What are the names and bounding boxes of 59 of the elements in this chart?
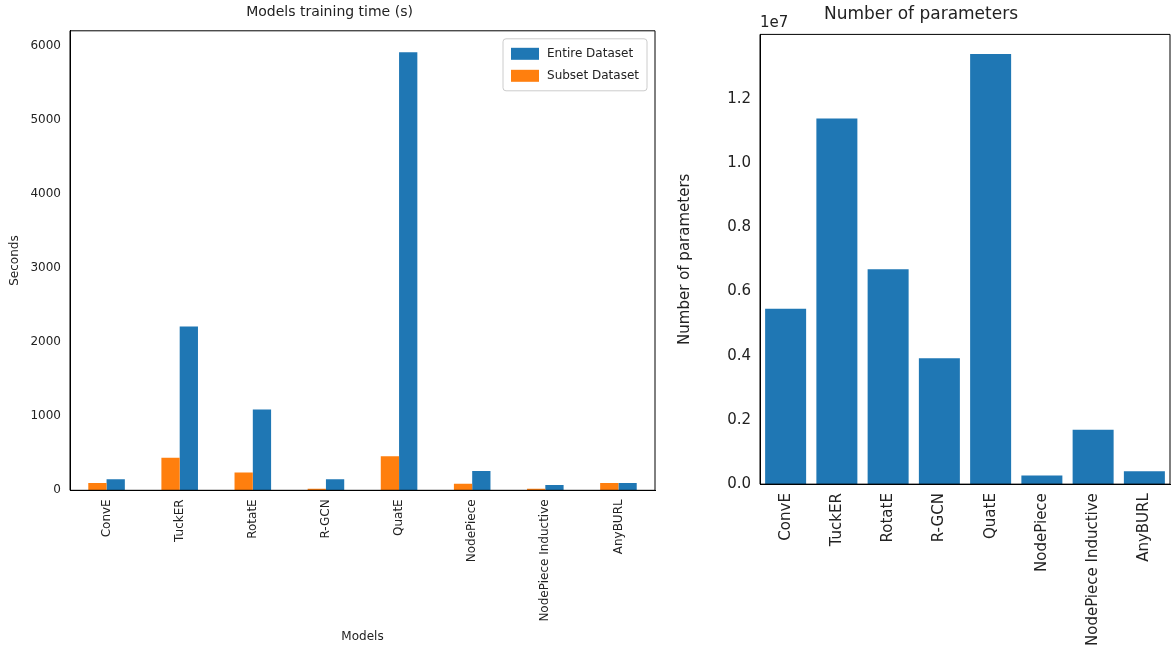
bar <box>618 482 637 491</box>
x-tick-label: QuatE <box>391 499 406 537</box>
bar <box>867 269 909 485</box>
x-tick-label: RotatE <box>878 493 897 543</box>
bar <box>600 482 619 491</box>
x-tick-label: NodePiece Inductive <box>1083 493 1102 647</box>
bar <box>816 118 858 485</box>
x-tick-label: R-GCN <box>318 499 333 539</box>
bar <box>970 54 1012 485</box>
y-tick-label: 0.4 <box>727 345 751 364</box>
bar <box>765 308 807 485</box>
legend-label: Subset Dataset <box>547 67 640 82</box>
bar <box>161 457 180 491</box>
x-tick-label: QuatE <box>980 493 999 540</box>
x-tick-label: TuckER <box>171 499 186 543</box>
y-tick-label: 6000 <box>30 37 61 52</box>
bar <box>179 326 198 491</box>
bar <box>399 52 418 491</box>
bar <box>380 456 400 491</box>
text: 1e7 <box>760 12 789 31</box>
bar <box>1021 475 1063 485</box>
chart-title: Number of parameters <box>823 2 1019 23</box>
x-tick-label: ConvE <box>98 499 113 538</box>
bar <box>472 471 491 491</box>
y-axis-title: Seconds <box>7 235 22 286</box>
x-tick-label: RotatE <box>244 499 259 539</box>
y-tick-label: 0.8 <box>727 217 751 236</box>
y-tick-label: 4000 <box>30 185 61 200</box>
y-tick-label: 1.0 <box>727 152 751 171</box>
bar <box>106 479 125 491</box>
x-tick-label: NodePiece <box>1031 493 1050 572</box>
bar <box>1072 429 1114 485</box>
bar <box>325 479 345 491</box>
y-axis-title: Number of parameters <box>674 173 693 345</box>
y-tick-label: 3000 <box>30 260 61 275</box>
legend-label: Entire Dataset <box>547 45 634 60</box>
y-tick-label: 1000 <box>30 408 61 423</box>
y-tick-label: 5000 <box>30 111 61 126</box>
x-tick-label: NodePiece <box>464 499 479 563</box>
bar <box>1123 471 1165 485</box>
x-tick-label: TuckER <box>826 493 845 548</box>
bar <box>88 482 107 491</box>
bar <box>252 409 272 491</box>
bar <box>545 485 564 491</box>
y-tick-label: 2000 <box>30 334 61 349</box>
x-tick-label: NodePiece Inductive <box>537 499 552 622</box>
y-tick-label: 0.0 <box>727 474 751 493</box>
chart-title: Models training time (s) <box>246 3 413 20</box>
y-tick-label: 0.2 <box>727 409 751 428</box>
y-tick-label: 1.2 <box>727 88 751 107</box>
bar <box>234 472 253 491</box>
y-tick-label: 0.6 <box>727 281 751 300</box>
x-tick-label: AnyBURL <box>1134 492 1153 562</box>
bar <box>918 358 960 485</box>
x-tick-label: R-GCN <box>929 493 948 543</box>
x-tick-label: AnyBURL <box>610 499 625 555</box>
y-tick-label: 0 <box>53 482 61 497</box>
x-axis-title: Models <box>341 628 384 643</box>
x-tick-label: ConvE <box>775 493 794 541</box>
